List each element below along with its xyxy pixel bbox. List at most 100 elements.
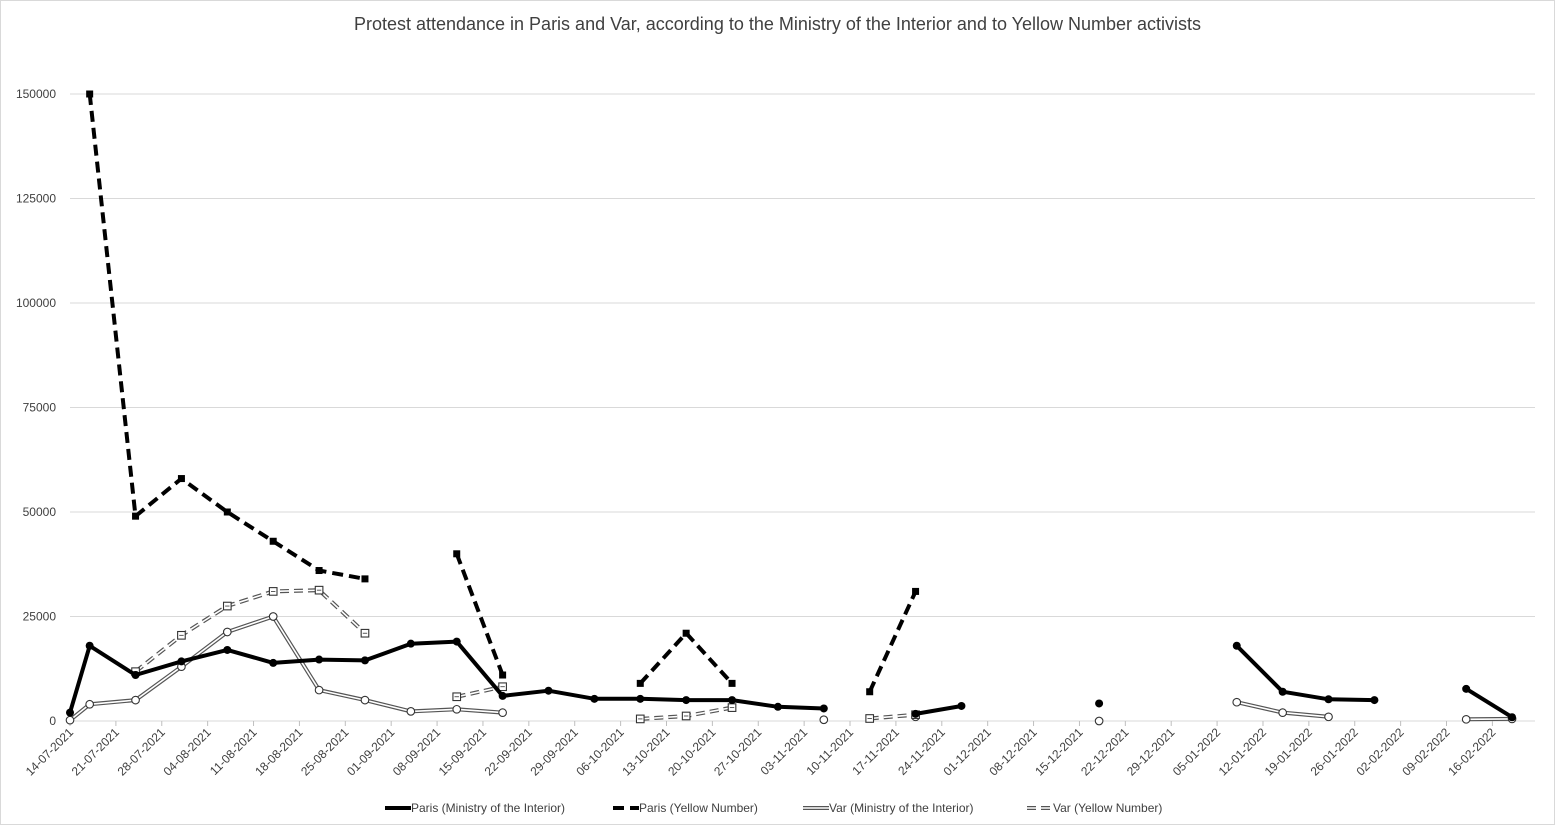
data-point [728,679,736,687]
data-point [223,508,231,516]
data-point [452,637,461,646]
legend-item: Var (Ministry of the Interior) [803,801,973,815]
y-tick-label: 125000 [16,192,56,206]
x-tick-label: 24-11-2021 [895,725,948,778]
x-tick-label: 19-01-2022 [1262,725,1316,779]
x-tick-label: 02-02-2022 [1353,725,1407,779]
x-tick-label: 08-09-2021 [390,725,444,779]
x-tick-label: 10-11-2021 [803,725,856,778]
x-tick-label: 01-12-2021 [940,725,994,779]
data-point [636,679,644,687]
data-point [1094,716,1104,726]
x-tick-label: 05-01-2022 [1170,725,1224,779]
data-point [773,702,782,711]
x-tick-label: 03-11-2021 [758,725,811,778]
x-tick-label: 14-07-2021 [23,725,77,779]
legend-label: Paris (Yellow Number) [639,801,758,815]
data-point [1232,697,1242,707]
x-tick-label: 15-09-2021 [436,725,490,779]
data-point [177,657,186,666]
series-line [68,639,824,714]
x-tick-label: 25-08-2021 [298,725,352,779]
data-point [268,612,278,621]
data-point [590,694,599,703]
x-tick-label: 04-08-2021 [160,725,214,779]
data-point [499,671,507,679]
y-tick-label: 25000 [23,610,57,624]
legend-label: Var (Ministry of the Interior) [829,801,973,815]
x-tick-label: 20-10-2021 [665,725,719,779]
legend-label: Paris (Ministry of the Interior) [411,801,565,815]
axes: 0 25000 50000 75000 100000 125000 150000 14-07-… [16,87,1499,779]
x-tick-label: 09-02-2022 [1399,725,1453,779]
series-paris-ministry-of-the-interior [66,637,1517,722]
data-point [1508,713,1517,722]
data-point [269,658,278,667]
data-point [819,704,828,713]
data-point [86,90,94,98]
data-point [452,704,462,714]
legend: Paris (Ministry of the Interior) Paris (Y… [385,801,1162,815]
y-tick-label: 150000 [16,87,56,101]
data-point [1370,696,1379,705]
series-line [638,630,734,685]
y-tick-label: 50000 [23,505,57,519]
data-point [315,655,324,664]
data-point [85,641,94,650]
series-line [915,704,962,716]
data-point [85,699,95,709]
data-point [131,695,140,705]
data-point [498,708,507,717]
series-line [454,553,505,676]
data-point [177,475,185,483]
series-line-inner [869,713,916,720]
data-point [1232,641,1241,650]
x-tick-label: 12-01-2022 [1216,725,1270,779]
x-tick-label: 17-11-2021 [849,725,902,778]
x-tick-label: 08-12-2021 [986,725,1040,779]
data-point [498,691,507,700]
x-tick-label: 21-07-2021 [69,725,123,779]
y-tick-label: 100000 [16,296,56,310]
data-point [1278,708,1287,717]
series-line-inner [135,589,366,673]
y-tick-label: 0 [49,714,56,728]
gridlines [70,93,1535,722]
series-line [867,590,918,693]
x-tick-label: 11-08-2021 [207,725,260,778]
data-point [819,715,829,725]
legend-item: Var (Yellow Number) [1027,801,1162,815]
x-tick-label: 15-12-2021 [1032,725,1086,779]
data-point [406,639,415,648]
data-point [453,550,461,558]
data-point [360,695,370,705]
x-tick-label: 29-09-2021 [528,725,582,779]
x-tick-label: 29-12-2021 [1124,725,1178,779]
series-var-ministry-of-the-interior [65,612,1517,726]
data-point [1095,699,1104,708]
data-point [1324,695,1333,704]
legend-item: Paris (Ministry of the Interior) [385,801,565,815]
data-point [1461,714,1471,724]
data-point [65,715,75,725]
data-point [315,567,323,575]
legend-item: Paris (Yellow Number) [613,801,758,815]
series-var-yellow-number [131,585,920,724]
data-point [866,688,874,696]
x-tick-label: 18-08-2021 [252,725,306,779]
series-line [1465,687,1514,719]
x-tick-label: 13-10-2021 [619,725,673,779]
data-point [131,671,140,680]
data-point [223,645,232,654]
data-point [912,587,920,595]
chart-title: Protest attendance in Paris and Var, acc… [353,14,1202,34]
x-tick-label: 06-10-2021 [573,725,627,779]
data-point [132,512,140,520]
x-tick-label: 16-02-2022 [1445,725,1499,779]
x-tick-label: 01-09-2021 [344,725,398,779]
data-point [728,696,737,705]
data-point [360,656,369,665]
data-point [911,709,920,718]
